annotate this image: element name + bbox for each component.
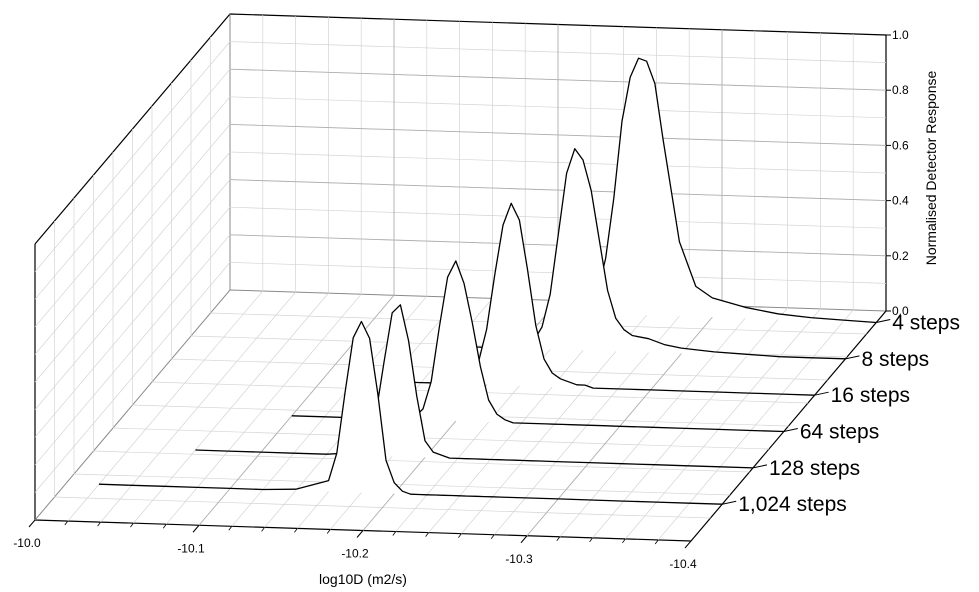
- x-tick-label: -10.0: [13, 536, 41, 550]
- x-minor-tick: [556, 536, 561, 542]
- y-tick-label: 1.0: [892, 28, 909, 42]
- back-wall-grid-y-major: [229, 68, 887, 91]
- x-tick-mark: [356, 530, 364, 538]
- side-wall-grid-y: [34, 206, 231, 438]
- y-tick-label: 0.8: [892, 83, 909, 97]
- series-labels: 4 steps 8 steps 16 steps 64 steps 128 steps 1…: [738, 312, 960, 517]
- series-label-tick: [783, 428, 798, 433]
- y-tick-label: 0.0: [892, 304, 909, 318]
- x-minor-tick: [261, 527, 265, 532]
- x-axis-title: log10D (m2/s): [319, 571, 407, 587]
- series-fill: [465, 148, 846, 359]
- x-tick-label: -10.3: [505, 552, 533, 566]
- x-tick-mark: [192, 524, 200, 533]
- y-tick-label: 0.4: [892, 194, 909, 208]
- x-minor-tick: [490, 534, 495, 539]
- y-tick-label: 0.2: [892, 249, 909, 263]
- series-label: 64 steps: [800, 421, 879, 444]
- x-minor-tick: [130, 522, 134, 528]
- series-label: 1,024 steps: [738, 493, 847, 516]
- x-tick-label: -10.4: [669, 557, 697, 571]
- series-layer: [79, 57, 891, 505]
- series-label: 16 steps: [831, 384, 910, 407]
- series-label-tick: [876, 319, 891, 323]
- series-label-tick: [845, 355, 860, 360]
- series-label-tick: [722, 500, 737, 505]
- floor-grid-x-major: [526, 305, 723, 537]
- series-line: [98, 320, 723, 505]
- x-tick-mark: [684, 540, 692, 549]
- y-axis-title: Normalised Detector Response: [923, 71, 939, 266]
- x-tick-labels: -10.0 -10.1 -10.2 -10.3 -10.4: [13, 519, 697, 571]
- x-minor-tick: [392, 531, 397, 536]
- back-wall-grid-y-major: [229, 179, 887, 202]
- series-fill: [561, 58, 877, 323]
- series-label-tick: [752, 464, 768, 469]
- side-wall-grid-y: [34, 234, 231, 466]
- series-label: 8 steps: [861, 348, 929, 371]
- side-wall-grid-y: [34, 151, 231, 383]
- x-minor-tick: [326, 529, 331, 534]
- x-minor-tick: [97, 521, 101, 527]
- y-tick-label: 0.6: [892, 138, 909, 152]
- series-label-tick: [814, 391, 829, 396]
- x-minor-tick: [294, 528, 298, 533]
- x-minor-tick: [589, 537, 593, 543]
- x-minor-tick: [64, 520, 69, 526]
- x-minor-tick: [228, 526, 233, 531]
- side-wall-grid-y: [34, 179, 231, 410]
- side-wall-grid-y: [34, 96, 231, 328]
- x-minor-tick: [622, 538, 626, 544]
- side-wall-grid-y: [34, 124, 231, 355]
- x-minor-tick: [654, 539, 659, 545]
- side-wall-grid-y: [34, 262, 231, 493]
- side-wall-grid-y: [34, 68, 231, 300]
- y-tick-labels: 0.0 0.2 0.4 0.6 0.8 1.0: [886, 28, 909, 318]
- x-tick-label: -10.1: [177, 541, 205, 555]
- x-minor-tick: [162, 523, 167, 529]
- x-minor-tick: [458, 533, 462, 538]
- side-wall-grid-y: [34, 41, 231, 272]
- x-tick-label: -10.2: [341, 547, 369, 561]
- x-tick-mark: [28, 519, 36, 528]
- x-minor-tick: [425, 532, 429, 537]
- series-label: 4 steps: [892, 312, 960, 335]
- series-label: 128 steps: [769, 457, 860, 480]
- x-tick-mark: [520, 535, 528, 544]
- back-wall-grid-y-major: [229, 123, 887, 146]
